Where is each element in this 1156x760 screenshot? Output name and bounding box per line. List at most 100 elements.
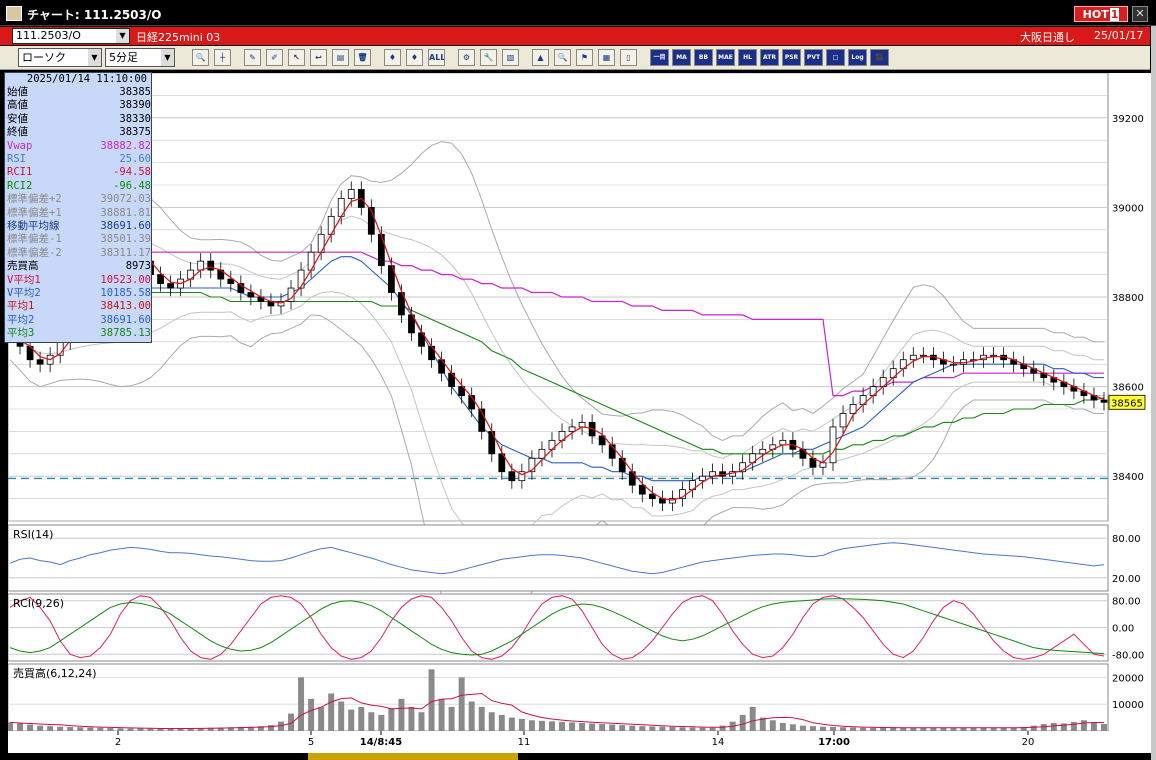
palette-icon[interactable]: ▧ [502,49,519,66]
pointer-icon[interactable]: ↖ [288,49,305,66]
chevron-down-icon[interactable]: ▼ [88,49,101,66]
candle2-icon[interactable]: ♦ [406,49,423,66]
volume-bar [127,728,134,731]
volume-bar [629,725,636,731]
candle-body [207,260,215,271]
volume-bar [57,726,64,731]
time-tick-label: 20 [1022,737,1035,748]
pen-icon[interactable]: ✎ [244,49,261,66]
volume-bar [1010,727,1017,731]
ma2-line [9,256,1104,482]
data-row: 標準偏差+1 38881.81 [7,207,151,220]
volume-bar [267,725,274,731]
volume-bar [950,727,957,731]
indicator-button[interactable]: MAE [716,49,735,66]
volume-bar [438,698,445,731]
time-tick-label: 11 [518,737,531,748]
brush-icon[interactable]: ✐ [266,49,283,66]
volume-bar [77,727,84,731]
curve-icon[interactable]: ↩ [310,49,327,66]
candle-body [648,493,656,499]
blank-icon[interactable]: ▯ [620,49,637,66]
data-row: 平均1 38413.00 [7,300,151,313]
chevron-down-icon[interactable]: ▼ [161,49,174,66]
indicator-button[interactable]: Log [848,49,867,66]
bollinger-upper2-line [9,141,1104,441]
chart-icon[interactable]: ▲ [532,49,549,66]
volume-bar [840,727,847,731]
candle-body [408,314,415,334]
volume-bar [709,727,716,731]
toolbar: ローソク ▼ 5分足 ▼ 🔍 ┼ ✎ ✐ ↖ ↩ ▤ 🗑 ♦ ♦ ALL ⚙ 🔧 ▧ ▲ 🔍 ⚑ ▦ ▯ 一目 MA BB MA… [0,46,1150,70]
candle-body [598,435,606,446]
trash-icon[interactable]: 🗑 [354,49,371,66]
volume-bar [749,706,756,731]
data-value: 38311.17 [100,246,151,259]
flag-icon[interactable]: ⚑ [576,49,593,66]
volume-bar [448,706,455,731]
candle-body [829,426,837,464]
note-icon[interactable]: ▤ [332,49,349,66]
window-edge [1151,26,1156,760]
candle-icon[interactable]: ♦ [384,49,401,66]
indicator-button[interactable]: ⬛ [870,49,889,66]
volume-bar [137,728,144,731]
scrollbar[interactable] [0,753,1151,760]
search-chart-icon[interactable]: 🔍 [554,49,571,66]
volume-bar [910,727,917,731]
indicator-button[interactable]: PSR [782,49,801,66]
data-label: 標準偏差+1 [7,206,62,219]
hot-button[interactable]: HOT 1 [1074,6,1128,22]
data-window: 2025/01/14 11:10:00 始値 38385 高値 38390 安値 3833… [4,72,152,343]
chart-svg[interactable]: 39200 39000 38800 38600 38400 38565 RSI(14) 80.… [8,73,1151,753]
volume-bar [17,723,24,731]
data-label: 終値 [7,126,28,139]
data-label: 標準偏差-1 [7,233,62,246]
settings-icon[interactable]: ⚙ [458,49,475,66]
chart-area[interactable]: 39200 39000 38800 38600 38400 38565 RSI(14) 80.… [8,73,1151,753]
volume-bar [1060,723,1067,731]
volume-bar [619,725,626,731]
indicator-button[interactable]: ATR [760,49,779,66]
candle-body [608,444,616,459]
indicator-button[interactable]: HL [738,49,757,66]
candle-body [669,498,676,504]
volume-title: 売買高(6,12,24) [13,666,97,680]
data-row: 標準偏差-2 38311.17 [7,247,151,260]
chevron-down-icon[interactable]: ▼ [116,29,129,43]
indicator-button[interactable]: PVT [804,49,823,66]
bollinger-upper1-line [9,215,1104,459]
volume-bar [779,722,786,731]
chart-type-select[interactable]: ローソク ▼ [18,48,102,67]
ma1-line [9,197,1105,501]
volume-bar [769,720,776,731]
wrench-icon[interactable]: 🔧 [480,49,497,66]
volume-bar [538,720,545,731]
candle-body [1100,399,1108,403]
volume-bar [1080,720,1087,731]
rci-title: RCI(9,26) [13,597,64,610]
all-icon[interactable]: ALL [428,49,445,66]
indicator-button[interactable]: BB [694,49,713,66]
volume-bar [579,722,586,731]
grid-icon[interactable]: ▦ [598,49,615,66]
close-icon[interactable]: ✕ [1132,6,1148,22]
volume-bar [87,727,94,731]
volume-bar [187,728,194,731]
data-row: 高値 38390 [7,99,151,112]
cursor-icon[interactable]: ┼ [214,49,231,66]
indicator-button[interactable]: MA [672,49,691,66]
time-tick-label: 17:00 [818,737,850,748]
interval-select[interactable]: 5分足 ▼ [105,48,175,67]
rci1-line [9,595,1105,660]
scroll-thumb[interactable] [308,753,518,760]
session-label: 大阪日通し [1020,31,1075,44]
data-row: 終値 38375 [7,126,151,139]
volume-bar [960,727,967,731]
volume-bar [1030,725,1037,731]
indicator-button[interactable]: 一目 [650,49,669,66]
zoom-icon[interactable]: 🔍 [192,49,209,66]
symbol-select[interactable]: 111.2503/O ▼ [12,28,130,44]
volume-bar [147,728,154,731]
indicator-button[interactable]: □ [826,49,845,66]
